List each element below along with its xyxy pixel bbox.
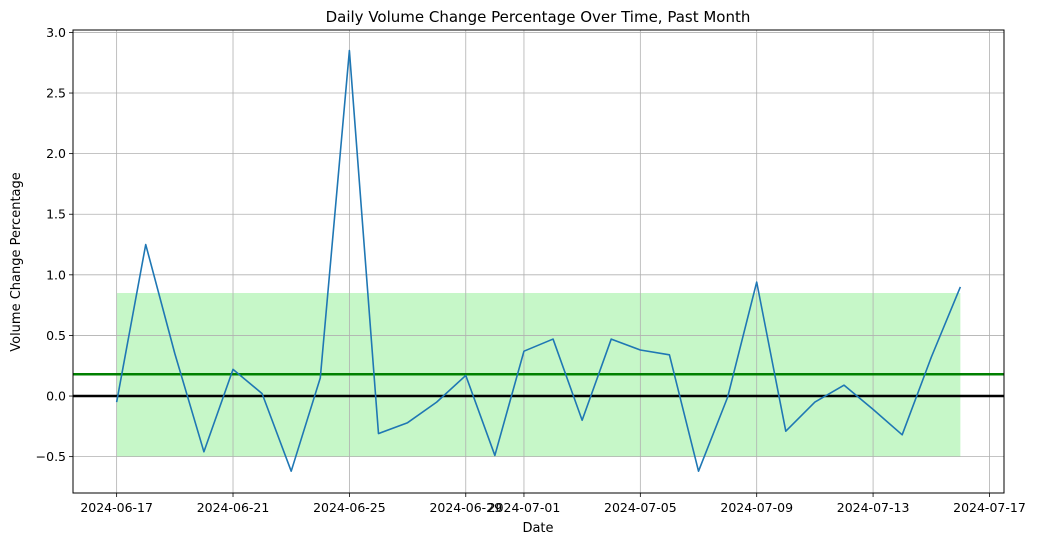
- y-tick-label: 2.0: [46, 146, 66, 161]
- y-tick-label: 1.5: [46, 207, 66, 222]
- x-tick-label: 2024-06-25: [313, 500, 386, 515]
- y-axis-label: Volume Change Percentage: [9, 172, 24, 352]
- x-ticks: 2024-06-17 2024-06-21 2024-06-25 2024-06-29…: [80, 493, 1026, 515]
- x-tick-label: 2024-06-17: [80, 500, 153, 515]
- y-tick-label: −0.5: [36, 449, 66, 464]
- series-layer: [115, 49, 962, 472]
- x-tick-label: 2024-07-13: [837, 500, 910, 515]
- x-tick-label: 2024-07-05: [604, 500, 677, 515]
- plot-frame: [72, 29, 1005, 494]
- x-tick-label: 2024-06-29: [429, 500, 502, 515]
- y-ticks: −0.5 0.0 0.5 1.0 1.5 2.0 2.5 3.0: [36, 25, 73, 464]
- x-tick-label: 2024-07-17: [953, 500, 1026, 515]
- reference-lines: [73, 372, 1004, 398]
- y-tick-label: 0.0: [46, 389, 66, 404]
- x-tick-label: 2024-07-01: [488, 500, 561, 515]
- x-tick-label: 2024-07-09: [720, 500, 793, 515]
- y-tick-label: 1.0: [46, 267, 66, 282]
- y-tick-label: 0.5: [46, 328, 66, 343]
- x-tick-label: 2024-06-21: [197, 500, 270, 515]
- series-line: [115, 49, 962, 472]
- chart-title: Daily Volume Change Percentage Over Time…: [326, 8, 751, 26]
- y-tick-label: 2.5: [46, 86, 66, 101]
- x-axis-label: Date: [522, 521, 553, 536]
- y-tick-label: 3.0: [46, 25, 66, 40]
